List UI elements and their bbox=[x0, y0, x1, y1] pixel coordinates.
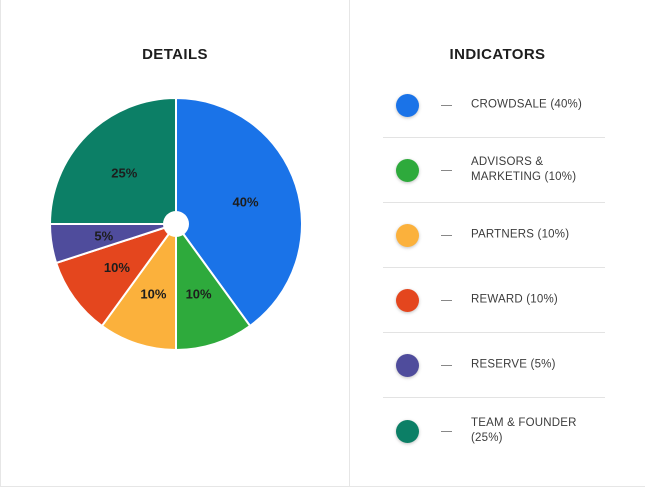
pie-slice-reward bbox=[54, 222, 179, 328]
legend-item-partners: PARTNERS (10%) bbox=[383, 203, 605, 268]
legend-label: ADVISORS & MARKETING (10%) bbox=[471, 156, 577, 183]
pie-center-hole bbox=[163, 211, 189, 237]
pie-chart: 40% 10% 10% 10% 5% 25% bbox=[48, 96, 303, 352]
legend-dash bbox=[441, 170, 452, 171]
pie-data-label: 10% bbox=[104, 260, 130, 275]
pie-slice-crowdsale bbox=[175, 96, 303, 328]
details-title: DETAILS bbox=[142, 46, 208, 63]
legend-item-crowdsale: CROWDSALE (40%) bbox=[383, 73, 605, 138]
legend-dot-icon bbox=[396, 289, 419, 312]
legend-item-reward: REWARD (10%) bbox=[383, 268, 605, 333]
legend-label: PARTNERS (10%) bbox=[471, 228, 570, 241]
legend-dot-icon bbox=[396, 224, 419, 247]
pie-data-label: 25% bbox=[111, 165, 137, 180]
frame-left-border bbox=[0, 0, 1, 487]
legend-item-reserve: RESERVE (5%) bbox=[383, 333, 605, 398]
legend-dash bbox=[441, 300, 452, 301]
legend-label: TEAM & FOUNDER (25%) bbox=[471, 416, 577, 444]
legend-dot-icon bbox=[396, 159, 419, 182]
legend-dash bbox=[441, 105, 452, 106]
pie-data-label: 40% bbox=[232, 194, 258, 209]
legend-dot-icon bbox=[396, 354, 419, 377]
legend-dash bbox=[441, 235, 452, 236]
legend-label: RESERVE (5%) bbox=[471, 358, 556, 371]
legend-dash bbox=[441, 365, 452, 366]
pie-data-label: 5% bbox=[94, 228, 113, 243]
pie-data-label: 10% bbox=[140, 287, 166, 302]
panel-divider bbox=[349, 0, 350, 487]
pie-slice-team-founder bbox=[48, 96, 177, 225]
legend-item-team-founder: TEAM & FOUNDER (25%) bbox=[383, 398, 605, 463]
legend-dash bbox=[441, 430, 452, 432]
pie-slice-advisors-marketing bbox=[175, 220, 252, 352]
pie-slice-partners bbox=[100, 220, 177, 352]
indicators-legend: CROWDSALE (40%) ADVISORS & MARKETING (10… bbox=[383, 73, 605, 463]
legend-label: CROWDSALE (40%) bbox=[471, 98, 582, 111]
legend-item-advisors-marketing: ADVISORS & MARKETING (10%) bbox=[383, 138, 605, 203]
pie-data-label: 10% bbox=[186, 287, 212, 302]
legend-dot-icon bbox=[396, 94, 419, 117]
legend-dot-icon bbox=[396, 419, 419, 443]
legend-label: REWARD (10%) bbox=[471, 293, 558, 306]
indicators-title: INDICATORS bbox=[449, 46, 546, 63]
